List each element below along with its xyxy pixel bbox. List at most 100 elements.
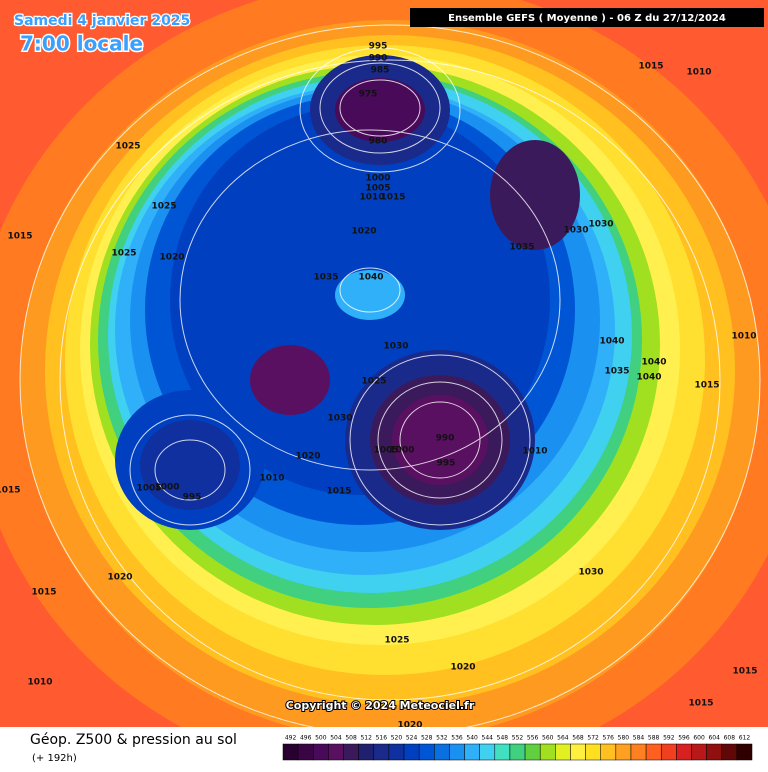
scale-label: 496	[300, 735, 312, 742]
isobar-label: 1015	[7, 232, 32, 242]
scale-label: 528	[421, 735, 433, 742]
isobar-label: 1015	[31, 588, 56, 598]
scale-swatch	[555, 743, 571, 761]
scale-label: 592	[663, 735, 675, 742]
isobar-label: 1040	[358, 273, 383, 283]
isobar-label: 1020	[107, 573, 132, 583]
scale-label: 608	[724, 735, 736, 742]
isobar-label: 1015	[638, 62, 663, 72]
isobar-label: 1010	[359, 193, 384, 203]
scale-swatch	[570, 743, 586, 761]
scale-label: 556	[527, 735, 539, 742]
isobar-label: 1000	[389, 446, 414, 456]
isobar-label: 995	[437, 459, 456, 469]
scale-label: 580	[618, 735, 630, 742]
isobar-label: 1005	[365, 184, 390, 194]
isobar-label: 1020	[351, 227, 376, 237]
scale-label: 516	[376, 735, 388, 742]
scale-label: 536	[451, 735, 463, 742]
isobar-label: 980	[369, 137, 388, 147]
isobar-label: 1000	[154, 483, 179, 493]
scale-swatch	[539, 743, 556, 761]
isobar-label: 1035	[604, 367, 629, 377]
isobar-label: 1000	[365, 174, 390, 184]
scale-label: 568	[572, 735, 584, 742]
scale-swatch	[660, 743, 677, 761]
scale-label: 600	[693, 735, 705, 742]
isobar-label: 1010	[27, 678, 52, 688]
scale-swatch	[343, 743, 359, 761]
scale-label: 596	[678, 735, 690, 742]
scale-swatch	[403, 743, 420, 761]
model-banner	[410, 8, 764, 27]
isobar-label: 1030	[588, 220, 613, 230]
scale-swatch	[434, 743, 450, 761]
scale-swatch	[358, 743, 375, 761]
forecast-lead: (+ 192h)	[32, 753, 77, 764]
isobar-label: 1015	[0, 486, 21, 496]
isobar-label: 1025	[361, 377, 386, 387]
scale-label: 572	[587, 735, 599, 742]
scale-label: 576	[603, 735, 615, 742]
scale-swatch	[328, 743, 344, 761]
scale-label: 520	[391, 735, 403, 742]
scale-swatch	[388, 743, 405, 761]
scale-label: 604	[708, 735, 720, 742]
scale-swatch	[464, 743, 480, 761]
copyright: Copyright © 2024 Meteociel.fr	[286, 699, 475, 712]
isobar-label: 1020	[159, 253, 184, 263]
scale-swatch	[630, 743, 647, 761]
isobar-label: 1010	[686, 68, 711, 78]
isobar-label: 1005	[373, 446, 398, 456]
scale-swatch	[615, 743, 632, 761]
isobar-label: 1025	[151, 202, 176, 212]
isobar-label: 1030	[563, 226, 588, 236]
isobar-label: 1020	[450, 663, 475, 673]
isobar-label: 1005	[136, 484, 161, 494]
isobar-label: 1030	[383, 342, 408, 352]
scale-label: 588	[648, 735, 660, 742]
isobar-label: 1015	[694, 381, 719, 391]
scale-swatch	[449, 743, 465, 761]
isobar-label: 1015	[380, 193, 405, 203]
scale-swatch	[736, 743, 753, 761]
isobar-label: 1020	[397, 721, 422, 731]
scale-swatch	[600, 743, 617, 761]
footer-title: Géop. Z500 & pression au sol	[30, 732, 237, 748]
forecast-time: 7:00 locale	[20, 32, 143, 56]
scale-swatch	[524, 743, 541, 761]
scale-swatch	[585, 743, 601, 761]
scale-label: 544	[482, 735, 494, 742]
isobar-label: 1020	[295, 452, 320, 462]
scale-label: 508	[345, 735, 357, 742]
scale-label: 584	[633, 735, 645, 742]
isobar-label: 1010	[522, 447, 547, 457]
isobar-label: 1040	[599, 337, 624, 347]
scale-swatch	[373, 743, 390, 761]
isobar-label: 1030	[578, 568, 603, 578]
scale-label: 564	[557, 735, 569, 742]
isobar-label: 1015	[688, 699, 713, 709]
scale-label: 548	[497, 735, 509, 742]
scale-label: 612	[739, 735, 751, 742]
color-scale: 492 496 500 504 508 512 516 520 524 528 532 536 540 5…	[282, 735, 753, 761]
isobar-label: 995	[183, 493, 202, 503]
isobar-label: 1040	[636, 373, 661, 383]
scale-swatch	[494, 743, 511, 761]
scale-label: 512	[360, 735, 372, 742]
isobar-label: 1015	[732, 667, 757, 677]
isobar-label: 1035	[509, 243, 534, 253]
forecast-date: Samedi 4 janvier 2025	[14, 13, 190, 29]
scale-swatch	[676, 743, 692, 761]
isobar-label: 975	[359, 90, 378, 100]
model-run: Ensemble GEFS ( Moyenne ) - 06 Z du 27/1…	[448, 13, 726, 24]
scale-swatch	[282, 743, 299, 761]
isobar-label: 1030	[327, 414, 352, 424]
isobar-label: 1010	[259, 474, 284, 484]
scale-swatch	[418, 743, 435, 761]
scale-swatch	[645, 743, 662, 761]
